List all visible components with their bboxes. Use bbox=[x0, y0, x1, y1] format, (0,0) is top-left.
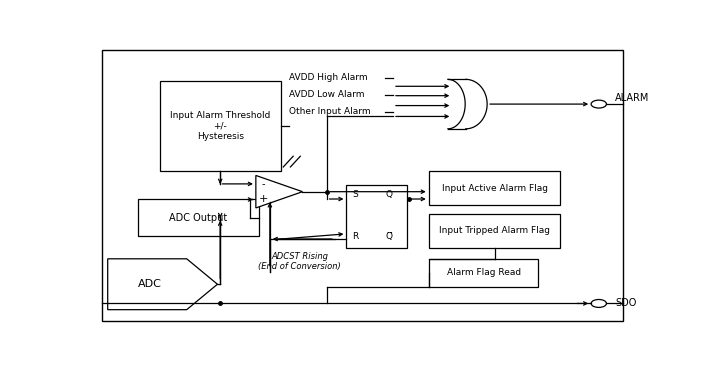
Text: Input Active Alarm Flag: Input Active Alarm Flag bbox=[442, 184, 547, 193]
FancyBboxPatch shape bbox=[160, 81, 280, 171]
FancyBboxPatch shape bbox=[429, 171, 561, 205]
Text: R: R bbox=[352, 232, 358, 241]
Text: Other Input Alarm: Other Input Alarm bbox=[289, 108, 370, 116]
Text: ADC: ADC bbox=[137, 279, 161, 289]
Text: +: + bbox=[258, 195, 268, 204]
Text: ADCST Rising
(End of Conversion): ADCST Rising (End of Conversion) bbox=[258, 252, 341, 271]
Text: Input Tripped Alarm Flag: Input Tripped Alarm Flag bbox=[439, 226, 550, 235]
Polygon shape bbox=[256, 175, 302, 208]
Text: Q̅: Q̅ bbox=[386, 232, 393, 241]
FancyBboxPatch shape bbox=[429, 214, 561, 247]
FancyBboxPatch shape bbox=[346, 185, 406, 247]
Text: AVDD Low Alarm: AVDD Low Alarm bbox=[289, 90, 365, 99]
Polygon shape bbox=[108, 259, 217, 310]
FancyBboxPatch shape bbox=[138, 200, 258, 236]
Text: S: S bbox=[353, 190, 358, 199]
Text: Alarm Flag Read: Alarm Flag Read bbox=[447, 268, 520, 277]
Text: -: - bbox=[261, 179, 265, 189]
Text: AVDD High Alarm: AVDD High Alarm bbox=[289, 73, 367, 83]
Text: Input Alarm Threshold
+/-
Hysteresis: Input Alarm Threshold +/- Hysteresis bbox=[170, 111, 270, 141]
Text: ADC Output: ADC Output bbox=[169, 213, 227, 223]
FancyBboxPatch shape bbox=[429, 259, 539, 287]
Text: ALARM: ALARM bbox=[615, 93, 650, 103]
Text: Q: Q bbox=[386, 190, 393, 199]
Text: SDO: SDO bbox=[615, 298, 636, 308]
FancyBboxPatch shape bbox=[102, 50, 624, 321]
